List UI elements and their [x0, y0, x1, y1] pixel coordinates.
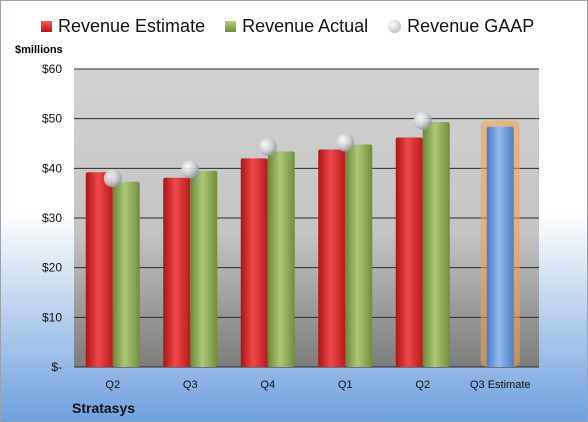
y-tick-label: $60	[42, 62, 62, 76]
legend-swatch-actual	[225, 21, 237, 32]
x-tick-label: Q2	[415, 379, 430, 391]
y-tick-label: $20	[42, 261, 62, 275]
company-name: Stratasys	[72, 400, 136, 416]
legend-label-actual: Revenue Actual	[242, 16, 369, 36]
legend: Revenue Estimate Revenue Actual Revenue …	[41, 16, 554, 37]
legend-swatch-gaap	[388, 20, 402, 33]
x-tick-label: Q4	[260, 379, 275, 391]
y-axis-unit-label: $millions	[15, 44, 63, 56]
y-tick-label: $10	[42, 310, 62, 324]
bar-revenue-actual	[190, 170, 218, 367]
legend-label-estimate: Revenue Estimate	[58, 16, 206, 36]
x-tick-label: Q1	[338, 379, 353, 391]
legend-item-revenue-estimate: Revenue Estimate	[41, 16, 205, 37]
point-revenue-gaap	[413, 111, 432, 130]
bar-revenue-estimate	[240, 158, 268, 367]
legend-swatch-estimate	[41, 21, 52, 32]
bar-revenue-actual	[345, 144, 373, 367]
point-revenue-gaap	[103, 169, 122, 188]
legend-label-gaap: Revenue GAAP	[407, 16, 535, 36]
legend-item-revenue-gaap: Revenue GAAP	[388, 16, 534, 37]
bar-revenue-actual	[112, 181, 140, 367]
y-tick-label: $50	[42, 112, 62, 126]
point-revenue-gaap	[181, 160, 200, 179]
x-tick-label: Q3 Estimate	[470, 379, 531, 391]
bar-revenue-estimate	[85, 172, 113, 367]
y-tick-label: $-	[51, 360, 62, 374]
bar-revenue-actual	[422, 122, 450, 367]
y-tick-label: $40	[42, 161, 62, 175]
bar-revenue-actual	[267, 151, 295, 367]
y-tick-label: $30	[42, 211, 62, 225]
bar-revenue-estimate	[163, 177, 191, 367]
x-tick-label: Q2	[105, 379, 120, 391]
x-tick-label: Q3	[183, 379, 198, 391]
bar-q3-estimate	[486, 126, 514, 367]
point-revenue-gaap	[258, 137, 277, 156]
bar-revenue-estimate	[318, 149, 346, 367]
bar-revenue-estimate	[395, 137, 423, 367]
legend-item-revenue-actual: Revenue Actual	[225, 16, 368, 37]
point-revenue-gaap	[336, 133, 355, 152]
